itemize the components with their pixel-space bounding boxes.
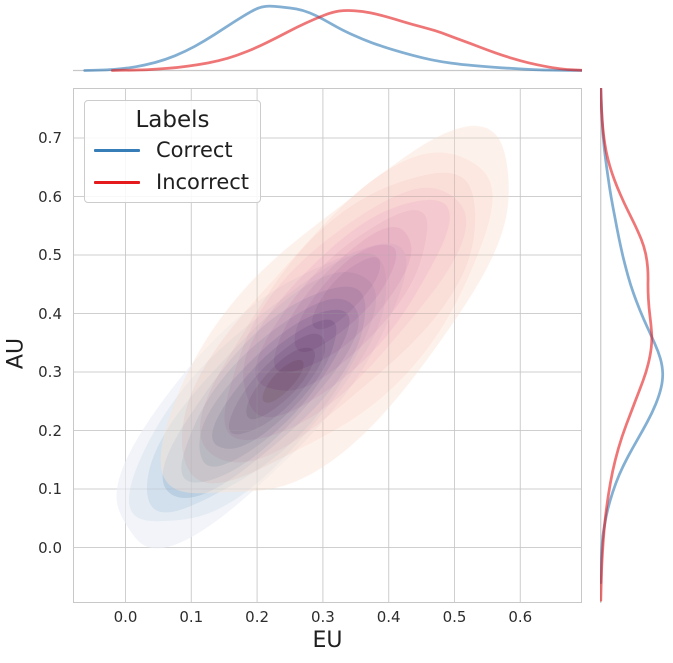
main-kde-plot: [73, 88, 582, 603]
axes-frame: [73, 88, 582, 603]
top-marginal-curve-incorrect: [110, 9, 582, 72]
x-axis-label: EU: [312, 628, 343, 653]
y-tick-label-0.5: 0.5: [38, 246, 62, 264]
legend-entry-correct: Correct: [85, 134, 260, 166]
kde-band: [262, 359, 304, 403]
incorrect-line-sample-icon: [94, 180, 140, 184]
kde-bands-correct: [116, 243, 407, 549]
legend-label-correct: Correct: [156, 138, 233, 162]
x-tick-label-0.5: 0.5: [442, 608, 467, 626]
x-tick-label-0.1: 0.1: [179, 608, 204, 626]
y-tick-label-0.6: 0.6: [38, 187, 62, 206]
kde-band: [294, 244, 397, 353]
x-tick-label-0.4: 0.4: [376, 608, 401, 626]
right-marginal-curve-incorrect: [600, 88, 654, 602]
kde-band: [274, 226, 412, 373]
kde-band: [199, 172, 476, 463]
y-tick-label-0.3: 0.3: [38, 363, 62, 381]
y-tick-label-0.2: 0.2: [38, 421, 62, 440]
legend-title: Labels: [135, 107, 210, 133]
kde-band: [224, 187, 467, 440]
x-tick-label-0.3: 0.3: [310, 608, 335, 626]
x-tick-label-0.0: 0.0: [113, 608, 138, 626]
kde-band: [255, 210, 428, 391]
kde-band: [312, 257, 381, 330]
right-marginal-kde-plot: [600, 88, 665, 603]
y-tick-label-0.7: 0.7: [38, 129, 62, 147]
y-tick-label-0.4: 0.4: [38, 304, 62, 323]
legend: Labels Correct Incorrect: [84, 100, 261, 203]
y-tick-label-0.1: 0.1: [38, 480, 62, 498]
top-marginal-kde-plot: [73, 4, 582, 72]
kde-band: [160, 125, 509, 494]
kde-bands-incorrect: [160, 125, 509, 494]
kde-band: [243, 199, 450, 418]
right-marginal-curve-correct: [600, 88, 665, 584]
correct-line-sample-icon: [94, 148, 140, 152]
y-tick-label-0.0: 0.0: [38, 538, 62, 557]
kde-band: [181, 152, 493, 484]
top-marginal-curve-correct: [83, 4, 582, 72]
x-tick-label-0.6: 0.6: [508, 608, 533, 626]
x-tick-label-0.2: 0.2: [245, 608, 270, 626]
legend-entry-incorrect: Incorrect: [85, 166, 260, 198]
legend-label-incorrect: Incorrect: [156, 170, 250, 194]
